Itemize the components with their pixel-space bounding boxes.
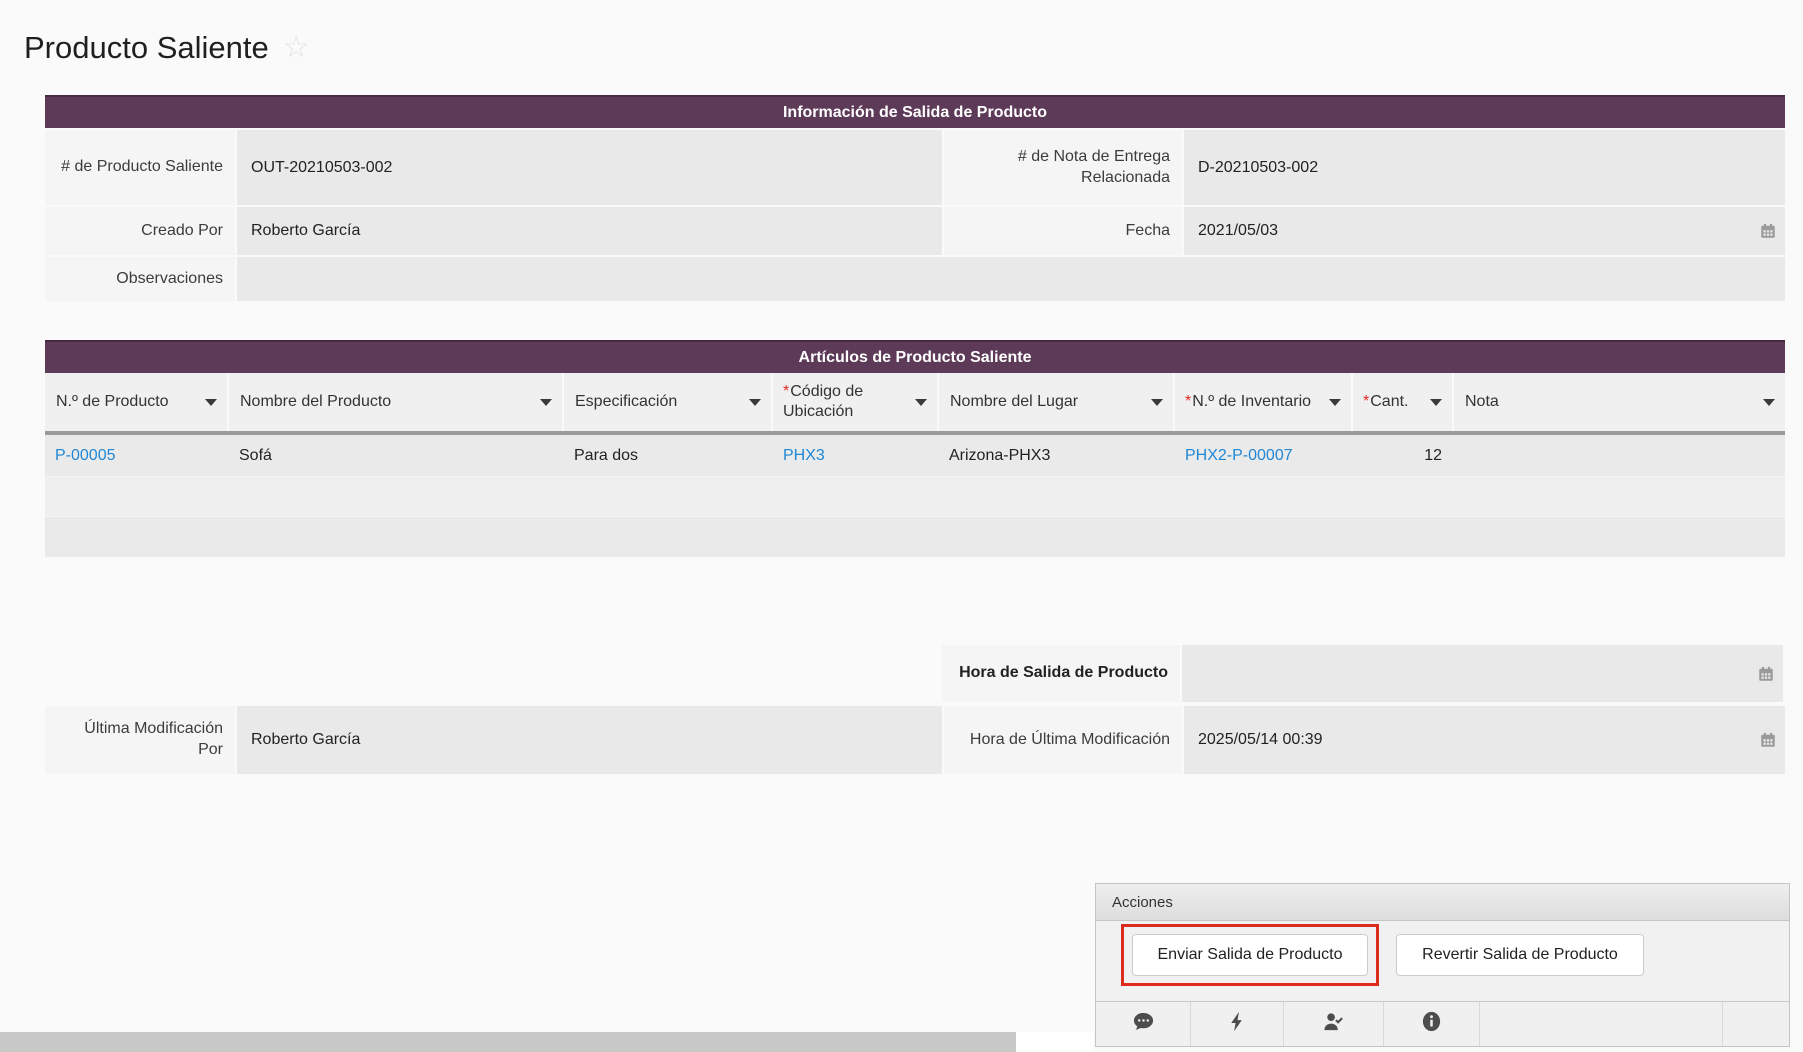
chevron-down-icon[interactable]: [1763, 398, 1775, 406]
table-row-empty: [45, 477, 1785, 517]
info-section-header: Información de Salida de Producto: [45, 95, 1785, 128]
cell-qty[interactable]: 12: [1424, 446, 1442, 464]
chevron-down-icon[interactable]: [205, 398, 217, 406]
date-field[interactable]: 2021/05/03: [1184, 207, 1785, 255]
toolbar-spacer: [1723, 1002, 1789, 1046]
chevron-down-icon[interactable]: [540, 398, 552, 406]
cell-inventory-no-link[interactable]: PHX2-P-00007: [1185, 446, 1293, 464]
submit-outgoing-button[interactable]: Enviar Salida de Producto: [1132, 934, 1368, 976]
column-header-product-name[interactable]: Nombre del Producto: [229, 373, 562, 431]
out-time-row: Hora de Salida de Producto: [942, 645, 1785, 702]
actions-panel-header: Acciones: [1096, 884, 1789, 921]
last-modified-by-label: Última Modificación Por: [45, 706, 235, 774]
cell-location-code-link[interactable]: PHX3: [783, 446, 825, 464]
comment-tab[interactable]: [1096, 1002, 1191, 1046]
items-section-header: Artículos de Producto Saliente: [45, 340, 1785, 373]
created-by-field[interactable]: Roberto García: [237, 207, 942, 255]
column-header-inventory-no[interactable]: *N.º de Inventario: [1175, 373, 1351, 431]
info-section: Información de Salida de Producto # de P…: [45, 95, 1785, 301]
date-label: Fecha: [944, 207, 1182, 255]
delivery-note-no-label: # de Nota de Entrega Relacionada: [944, 130, 1182, 205]
out-time-field[interactable]: [1182, 645, 1783, 702]
info-tab[interactable]: [1384, 1002, 1480, 1046]
actions-panel: Acciones Enviar Salida de Producto Rever…: [1095, 883, 1790, 1047]
cell-place-name[interactable]: Arizona-PHX3: [949, 446, 1051, 464]
scrollbar-thumb[interactable]: [0, 1032, 1016, 1052]
revert-outgoing-button[interactable]: Revertir Salida de Producto: [1396, 934, 1644, 976]
table-row-empty: [45, 517, 1785, 557]
chevron-down-icon[interactable]: [915, 398, 927, 406]
chevron-down-icon[interactable]: [749, 398, 761, 406]
lightning-tab[interactable]: [1191, 1002, 1284, 1046]
date-value: 2021/05/03: [1198, 222, 1279, 239]
chevron-down-icon[interactable]: [1329, 398, 1341, 406]
table-row: P-00005 Sofá Para dos PHX3 Arizona-PHX3 …: [45, 435, 1785, 477]
favorite-star-icon[interactable]: ☆: [282, 31, 310, 64]
bottom-toolbar: [1096, 1001, 1789, 1046]
cell-product-no-link[interactable]: P-00005: [55, 446, 116, 464]
column-header-place-name[interactable]: Nombre del Lugar: [939, 373, 1173, 431]
toolbar-spacer: [1480, 1002, 1723, 1046]
items-section: Artículos de Producto Saliente N.º de Pr…: [45, 340, 1785, 557]
last-modified-time-label: Hora de Última Modificación: [944, 706, 1182, 774]
outgoing-product-no-field[interactable]: OUT-20210503-002: [237, 130, 942, 205]
last-modified-time-field[interactable]: 2025/05/14 00:39: [1184, 706, 1785, 774]
cell-product-name[interactable]: Sofá: [239, 446, 272, 464]
observations-label: Observaciones: [45, 257, 235, 301]
last-modified-by-field[interactable]: Roberto García: [237, 706, 942, 774]
page-title: Producto Saliente: [24, 30, 269, 65]
chevron-down-icon[interactable]: [1430, 398, 1442, 406]
comment-icon: [1132, 1010, 1155, 1038]
person-check-tab[interactable]: [1284, 1002, 1384, 1046]
lightning-icon: [1226, 1010, 1249, 1038]
chevron-down-icon[interactable]: [1151, 398, 1163, 406]
items-table-header: N.º de Producto Nombre del Producto Espe…: [45, 373, 1785, 435]
last-modified-row: Última Modificación Por Roberto García H…: [45, 706, 1785, 774]
out-time-label: Hora de Salida de Producto: [942, 645, 1180, 702]
horizontal-scrollbar[interactable]: [0, 1032, 1093, 1052]
cell-specification[interactable]: Para dos: [574, 446, 639, 464]
cell-note[interactable]: [1454, 435, 1785, 476]
calendar-icon[interactable]: [1759, 731, 1777, 749]
calendar-icon[interactable]: [1759, 222, 1777, 240]
person-check-icon: [1322, 1010, 1345, 1038]
created-by-label: Creado Por: [45, 207, 235, 255]
column-header-note[interactable]: Nota: [1454, 373, 1785, 431]
info-icon: [1420, 1010, 1443, 1038]
column-header-product-no[interactable]: N.º de Producto: [45, 373, 227, 431]
column-header-location-code[interactable]: *Código de Ubicación: [773, 373, 937, 431]
column-header-specification[interactable]: Especificación: [564, 373, 771, 431]
outgoing-product-no-label: # de Producto Saliente: [45, 130, 235, 205]
observations-field[interactable]: [237, 257, 1785, 301]
calendar-icon[interactable]: [1757, 665, 1775, 683]
delivery-note-no-field[interactable]: D-20210503-002: [1184, 130, 1785, 205]
column-header-qty[interactable]: *Cant.: [1353, 373, 1452, 431]
